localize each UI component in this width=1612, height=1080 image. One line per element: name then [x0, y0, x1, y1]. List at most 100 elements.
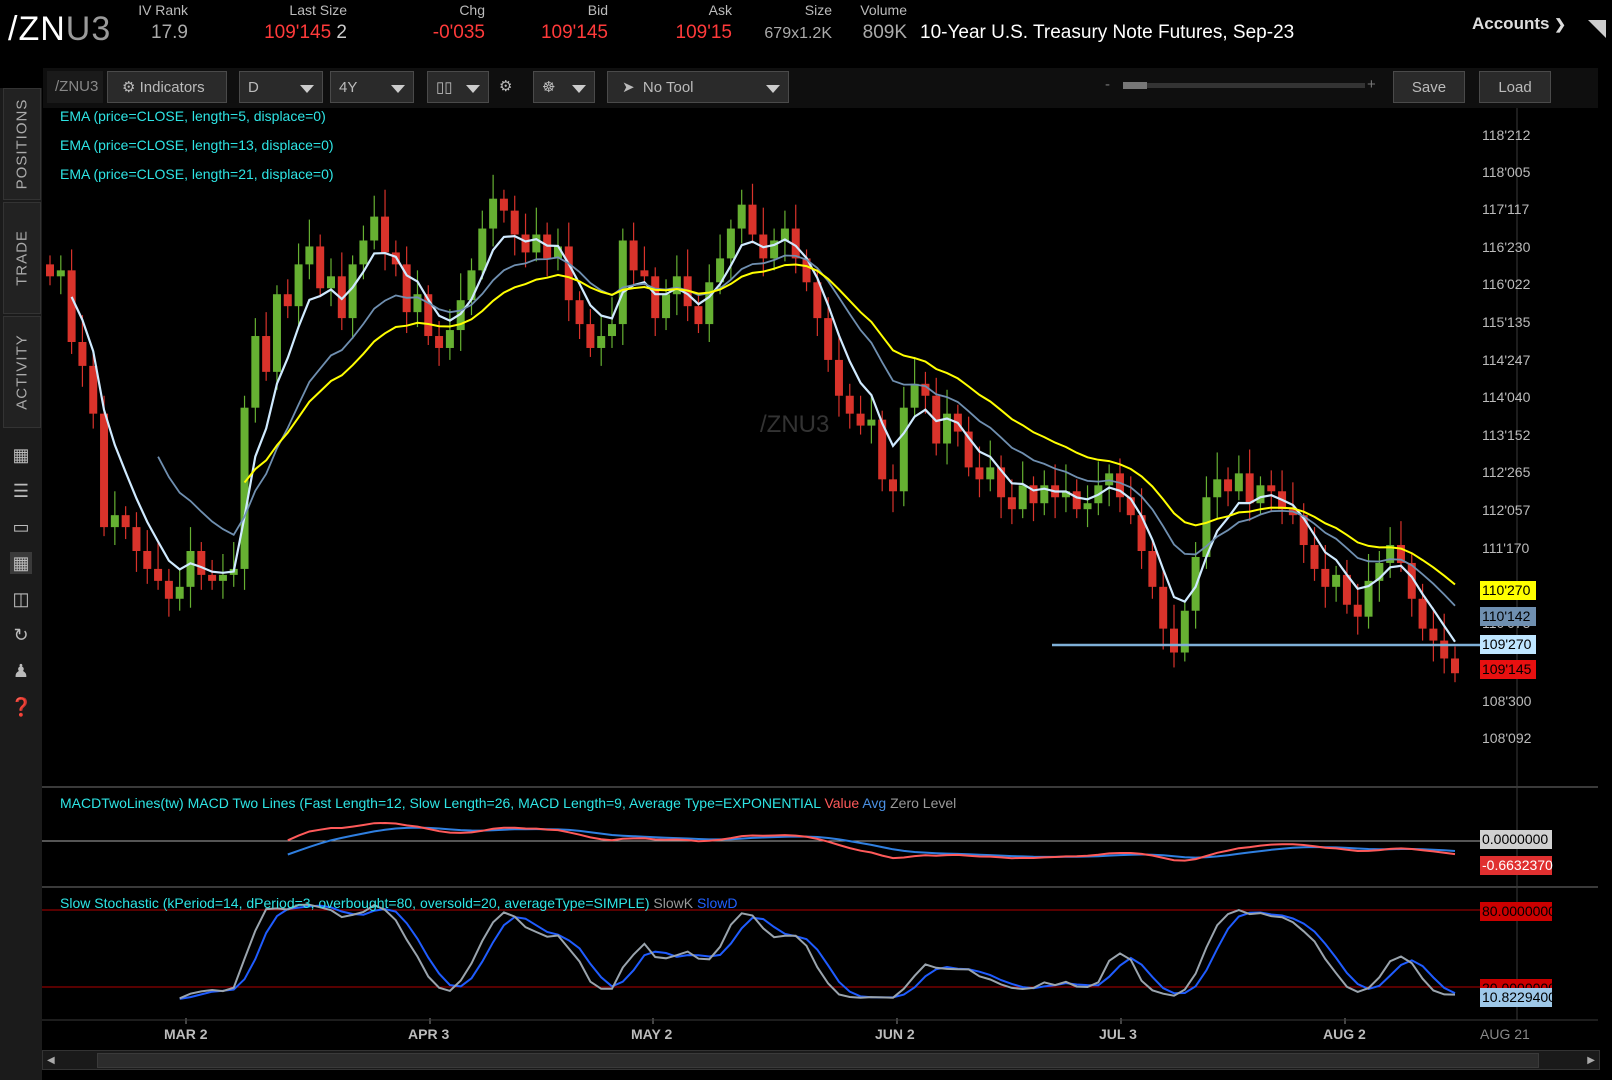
candle-body[interactable]: [824, 318, 833, 360]
zoom-in-button[interactable]: +: [1367, 76, 1376, 93]
candle-body[interactable]: [845, 395, 854, 414]
candle-body[interactable]: [1353, 604, 1362, 617]
candle-body[interactable]: [921, 383, 930, 396]
candle-body[interactable]: [132, 527, 141, 551]
scroll-right-arrow[interactable]: ▶: [1587, 1055, 1595, 1066]
candle-body[interactable]: [316, 246, 325, 289]
symbol-title[interactable]: /ZNU3: [8, 10, 112, 48]
macd-label[interactable]: MACDTwoLines(tw) MACD Two Lines (Fast Le…: [60, 795, 957, 811]
candle-body[interactable]: [510, 210, 519, 235]
tv-icon[interactable]: ▭: [12, 517, 30, 537]
candle-body[interactable]: [1007, 497, 1016, 510]
help-icon[interactable]: ❓: [10, 697, 33, 717]
candle-body[interactable]: [1224, 479, 1233, 492]
candle-body[interactable]: [802, 258, 811, 283]
candle-body[interactable]: [175, 586, 184, 599]
candle-body[interactable]: [456, 300, 465, 331]
candle-body[interactable]: [748, 204, 757, 235]
candle-body[interactable]: [89, 365, 98, 414]
candle-body[interactable]: [629, 240, 638, 271]
ema5-label[interactable]: EMA (price=CLOSE, length=5, displace=0): [60, 108, 326, 124]
candle-body[interactable]: [791, 228, 800, 259]
candle-body[interactable]: [499, 198, 508, 211]
candle-body[interactable]: [143, 551, 152, 569]
candle-body[interactable]: [1299, 515, 1308, 546]
candle-body[interactable]: [651, 276, 660, 319]
drawing-icon[interactable]: ▦: [10, 552, 32, 574]
candle-body[interactable]: [1429, 628, 1438, 641]
candle-body[interactable]: [943, 413, 952, 444]
candle-body[interactable]: [964, 431, 973, 468]
candle-body[interactable]: [1018, 485, 1027, 510]
candle-body[interactable]: [370, 216, 379, 241]
candle-body[interactable]: [726, 228, 735, 259]
candle-body[interactable]: [575, 300, 584, 325]
candle-body[interactable]: [564, 246, 573, 301]
candle-body[interactable]: [889, 479, 897, 492]
bid-field[interactable]: Bid 109'145: [540, 2, 608, 43]
candle-body[interactable]: [262, 336, 271, 372]
candle-body[interactable]: [359, 240, 368, 265]
candle-body[interactable]: [67, 270, 76, 342]
candle-body[interactable]: [1083, 503, 1092, 510]
tab-positions[interactable]: POSITIONS: [3, 88, 41, 200]
candle-body[interactable]: [467, 270, 476, 301]
candle-body[interactable]: [100, 413, 109, 528]
candle-body[interactable]: [1386, 545, 1395, 563]
candle-body[interactable]: [1072, 491, 1081, 510]
candle-body[interactable]: [899, 407, 908, 492]
candle-body[interactable]: [218, 574, 227, 581]
candle-body[interactable]: [1137, 515, 1146, 551]
slowd-line[interactable]: [179, 904, 1456, 1000]
ema21-line[interactable]: [243, 263, 1456, 586]
people-icon[interactable]: ♟: [12, 661, 30, 681]
candle-body[interactable]: [1061, 491, 1070, 498]
candle-body[interactable]: [110, 515, 119, 528]
candle-body[interactable]: [251, 336, 260, 408]
candle-body[interactable]: [46, 264, 54, 277]
candle-body[interactable]: [813, 282, 822, 319]
candle-body[interactable]: [834, 359, 843, 396]
slowk-line[interactable]: [179, 903, 1456, 1000]
candle-body[interactable]: [121, 515, 130, 528]
candle-body[interactable]: [1267, 485, 1276, 492]
candle-body[interactable]: [305, 246, 314, 265]
candle-body[interactable]: [1202, 497, 1211, 557]
toolbar-symbol[interactable]: /ZNU3: [47, 71, 103, 103]
candle-body[interactable]: [608, 324, 616, 337]
candle-body[interactable]: [856, 413, 865, 426]
candle-body[interactable]: [56, 270, 65, 277]
candle-body[interactable]: [1451, 658, 1459, 674]
candle-body[interactable]: [413, 294, 422, 313]
candle-body[interactable]: [402, 264, 411, 313]
candle-body[interactable]: [445, 330, 454, 348]
candle-body[interactable]: [1407, 562, 1416, 599]
zoom-slider-thumb[interactable]: [1123, 82, 1147, 89]
candle-body[interactable]: [694, 306, 703, 325]
period-select[interactable]: D: [239, 71, 323, 103]
candle-body[interactable]: [997, 467, 1006, 498]
candle-body[interactable]: [294, 264, 303, 307]
candle-body[interactable]: [348, 264, 357, 319]
candle-body[interactable]: [154, 568, 163, 581]
candle-body[interactable]: [1234, 473, 1243, 492]
zoom-out-button[interactable]: -: [1105, 76, 1110, 93]
macd-value-line[interactable]: [287, 821, 1456, 862]
candle-body[interactable]: [1310, 545, 1319, 569]
tab-trade[interactable]: TRADE: [3, 202, 41, 314]
chart-style-select[interactable]: ▯▯: [427, 71, 489, 103]
ema21-label[interactable]: EMA (price=CLOSE, length=21, displace=0): [60, 166, 334, 182]
candle-body[interactable]: [553, 246, 562, 259]
candle-body[interactable]: [597, 336, 606, 348]
candle-body[interactable]: [1029, 485, 1038, 504]
candle-body[interactable]: [1332, 574, 1341, 587]
candle-body[interactable]: [272, 294, 281, 372]
candle-body[interactable]: [1396, 545, 1405, 563]
candle-body[interactable]: [1213, 479, 1222, 498]
candle-body[interactable]: [186, 551, 195, 587]
candle-body[interactable]: [283, 294, 292, 307]
stoch-label[interactable]: Slow Stochastic (kPeriod=14, dPeriod=3, …: [60, 895, 738, 911]
candle-body[interactable]: [435, 336, 444, 348]
candle-body[interactable]: [1180, 610, 1189, 653]
